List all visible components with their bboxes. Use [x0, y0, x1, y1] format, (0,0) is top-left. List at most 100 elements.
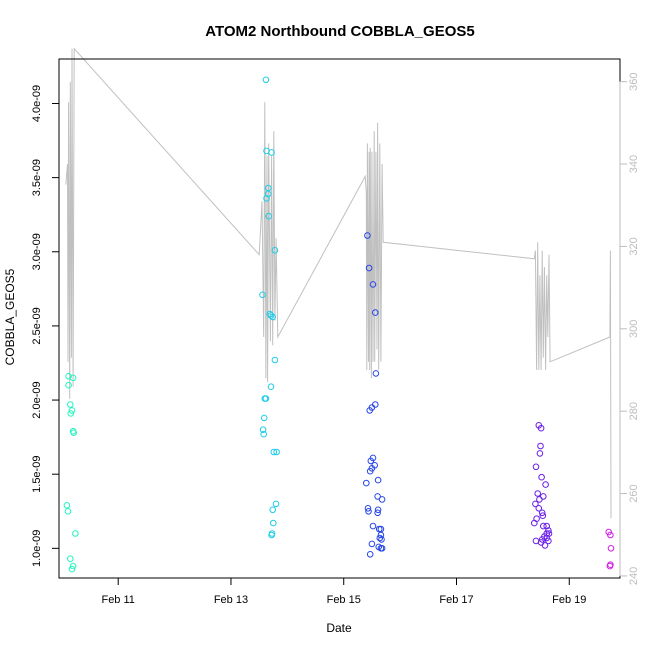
- data-point-group-1: [67, 410, 75, 417]
- secondary-trace-layer: [65, 47, 612, 519]
- data-point-group-4: [540, 522, 547, 530]
- data-point-group-2: [270, 519, 277, 527]
- y-tick-label: 1.0e-09: [31, 530, 43, 567]
- data-point-group-4: [537, 442, 544, 450]
- data-point-group-3: [372, 309, 379, 316]
- data-point-group-1: [65, 381, 72, 389]
- data-point-group-2: [271, 356, 279, 364]
- data-point-group-4: [538, 473, 545, 481]
- y2-tick-label: 260: [628, 484, 640, 502]
- y-tick-label: 4.0e-09: [31, 85, 43, 122]
- data-point-group-2: [265, 212, 273, 220]
- data-point-group-1: [68, 407, 76, 414]
- data-point-group-2: [259, 426, 267, 434]
- data-point-group-4: [532, 463, 540, 471]
- data-point-group-3: [366, 467, 374, 475]
- data-point-group-2: [260, 414, 268, 422]
- data-point-group-3: [365, 264, 373, 272]
- y2-tick-label: 340: [628, 155, 640, 173]
- data-point-group-4: [538, 509, 546, 517]
- data-point-group-4: [543, 522, 551, 530]
- y2-tick-label: 300: [628, 320, 640, 338]
- data-point-group-2: [270, 448, 278, 456]
- data-point-group-3: [365, 508, 372, 515]
- x-tick-label: Feb 19: [552, 594, 586, 606]
- data-point-group-3: [374, 506, 382, 514]
- data-point-group-3: [368, 540, 376, 548]
- secondary-trace-line: [65, 47, 612, 519]
- data-point-group-1: [69, 374, 77, 382]
- y-tick-label: 2.5e-09: [31, 307, 43, 344]
- y-tick-label: 2.0e-09: [31, 381, 43, 418]
- y2-tick-label: 360: [628, 72, 640, 90]
- data-point-group-4: [541, 542, 549, 549]
- data-point-group-2: [261, 395, 269, 402]
- data-point-group-2: [272, 500, 280, 508]
- data-point-group-4: [542, 481, 549, 488]
- y-tick-label: 3.5e-09: [31, 159, 43, 196]
- y-axis-left: 1.0e-09 1.5e-09 2.0e-09 2.5e-09 3.0e-09 3.5e-…: [31, 85, 60, 567]
- data-point-group-2: [271, 247, 279, 254]
- data-point-group-2: [260, 430, 268, 438]
- data-point-group-5: [607, 531, 614, 539]
- y2-tick-label: 280: [628, 402, 640, 420]
- y-tick-label: 1.5e-09: [31, 456, 43, 493]
- data-point-group-4: [536, 450, 544, 457]
- data-point-group-3: [378, 536, 385, 543]
- x-axis: Feb 11 Feb 13 Feb 15 Feb 17 Feb 19: [101, 577, 586, 606]
- data-point-group-4: [535, 505, 543, 512]
- data-point-group-2: [259, 291, 266, 299]
- data-point-group-2: [273, 448, 280, 456]
- data-point-group-4: [545, 537, 552, 545]
- data-point-group-3: [364, 232, 371, 239]
- x-tick-label: Feb 15: [327, 594, 361, 606]
- data-point-group-4: [536, 496, 543, 503]
- y2-tick-label: 320: [628, 237, 640, 255]
- data-point-group-3: [363, 479, 370, 487]
- y-tick-label: 3.0e-09: [31, 233, 43, 270]
- data-point-group-2: [268, 531, 275, 539]
- x-tick-label: Feb 17: [439, 594, 473, 606]
- chart-title: ATOM2 Northbound COBBLA_GEOS5: [205, 23, 474, 40]
- data-point-group-1: [63, 502, 71, 509]
- data-point-group-4: [537, 424, 545, 432]
- data-point-group-2: [267, 383, 275, 391]
- data-point-group-4: [538, 536, 546, 543]
- data-point-group-2: [268, 149, 275, 156]
- data-point-group-3: [378, 496, 386, 503]
- y-axis-label: COBBLA_GEOS5: [3, 268, 17, 365]
- data-point-group-2: [262, 76, 270, 84]
- data-point-group-3: [369, 522, 377, 530]
- data-point-group-3: [374, 509, 381, 517]
- data-point-group-1: [72, 530, 79, 537]
- data-point-group-2: [269, 506, 277, 514]
- data-point-group-1: [69, 562, 77, 570]
- data-point-group-3: [367, 457, 375, 465]
- data-point-group-3: [372, 370, 380, 377]
- data-point-group-3: [366, 407, 374, 414]
- data-point-group-5: [606, 562, 614, 570]
- data-point-group-4: [532, 500, 539, 508]
- data-point-group-3: [369, 281, 377, 288]
- data-point-group-1: [70, 429, 77, 437]
- data-point-group-2: [263, 195, 270, 202]
- data-point-group-4: [539, 512, 547, 520]
- data-point-group-2: [264, 190, 272, 198]
- y-axis-right: 240 260 280 300 320 340 360: [619, 72, 640, 585]
- data-point-group-2: [269, 313, 277, 321]
- points-layer: [63, 76, 615, 573]
- data-point-group-5: [607, 545, 615, 552]
- data-point-group-4: [534, 490, 542, 497]
- data-point-group-3: [378, 545, 386, 552]
- data-point-group-3: [366, 551, 374, 558]
- data-point-group-1: [64, 508, 72, 515]
- data-point-group-3: [376, 534, 384, 542]
- x-axis-label: Date: [326, 621, 352, 635]
- data-point-group-1: [68, 565, 76, 573]
- data-point-group-2: [267, 312, 275, 319]
- data-point-group-1: [65, 373, 72, 380]
- data-point-group-3: [374, 493, 381, 500]
- x-tick-label: Feb 13: [214, 594, 248, 606]
- data-point-group-3: [377, 531, 385, 539]
